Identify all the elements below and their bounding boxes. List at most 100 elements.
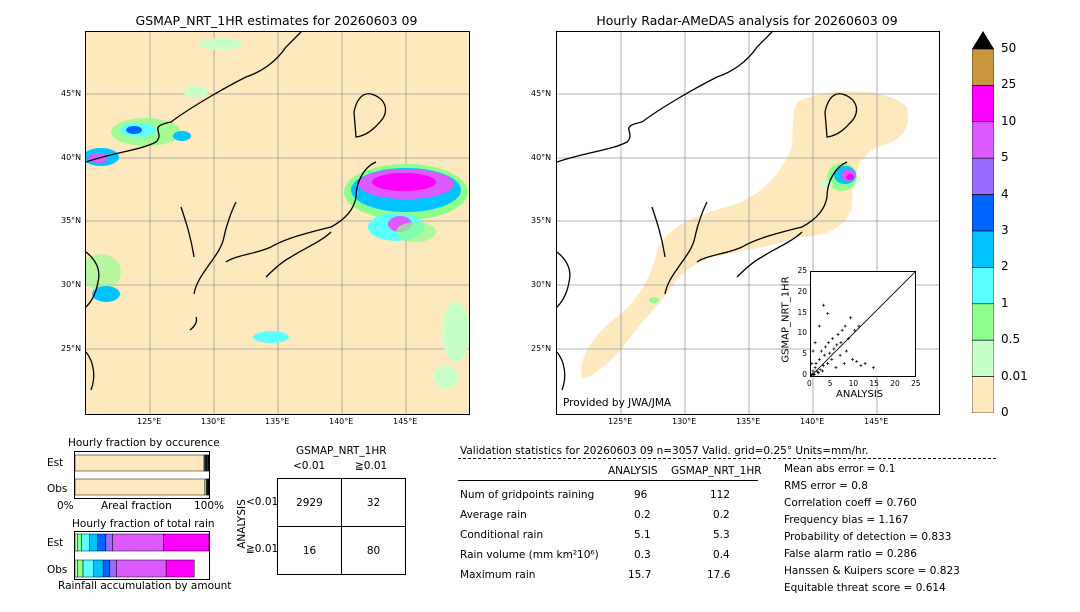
ct-cell-10: 16 (277, 526, 342, 575)
left-lon-125: 125°E (137, 417, 162, 426)
scatter-xlabel: ANALYSIS (836, 389, 884, 400)
colorbar-label: 50 (1001, 41, 1017, 55)
scatter-point (871, 366, 875, 370)
colorbar-swatch (971, 339, 995, 377)
scatter-point (819, 349, 823, 353)
scatter-point (834, 366, 838, 370)
colorbar-swatch (971, 85, 995, 123)
stack-segment (77, 533, 82, 552)
scatter-point (842, 362, 846, 366)
rain-title: Hourly fraction of total rain (72, 518, 215, 530)
scatter-ytick: 25 (797, 266, 807, 275)
occ-x-mid: Areal fraction (101, 500, 172, 512)
right-lat-35: 35°N (531, 216, 552, 225)
scatter-point (821, 303, 825, 307)
occ-row-obs: Obs (47, 483, 68, 495)
stack-segment (74, 533, 78, 552)
col-gsmap: GSMAP_NRT_1HR (671, 465, 762, 477)
stack-segment (93, 559, 104, 578)
scatter-point (830, 357, 834, 361)
colorbar-label: 4 (1001, 186, 1009, 201)
stack-segment (116, 559, 167, 578)
colorbar-label: 5 (1001, 150, 1009, 165)
score-7: Equitable threat score = 0.614 (784, 582, 946, 594)
left-lon-135: 135°E (265, 417, 290, 426)
ct-row-1: <0.01 (246, 496, 279, 508)
row-a-3: 0.3 (634, 549, 651, 561)
colorbar-swatch (971, 121, 995, 159)
colorbar-swatch (971, 230, 995, 268)
left-lat-35: 35°N (61, 216, 82, 225)
scatter-xtick: 15 (869, 379, 879, 388)
row-a-1: 0.2 (634, 509, 651, 521)
colorbar-label: 0 (1001, 405, 1009, 419)
scatter-point (832, 347, 836, 351)
rain-chart (74, 531, 210, 580)
scatter-point (859, 364, 863, 368)
scatter-point (836, 332, 840, 336)
contingency-table: 2929 32 16 80 (277, 478, 406, 575)
validation-header: Validation statistics for 20260603 09 n=… (460, 445, 869, 457)
rain-field-left (86, 38, 469, 389)
rain-svg (74, 533, 210, 578)
stack-segment (165, 559, 195, 578)
left-lon-145: 145°E (393, 417, 418, 426)
col-analysis: ANALYSIS (608, 465, 658, 477)
scatter-point (811, 349, 815, 353)
colorbar-label: 0.5 (1001, 332, 1021, 347)
row-label-1: Average rain (460, 509, 527, 521)
stack-segment (109, 559, 117, 578)
colorbar-swatch (971, 194, 995, 232)
scatter-xtick: 25 (911, 379, 921, 388)
colorbar-arrow-icon (972, 31, 994, 49)
radar-coverage (581, 91, 909, 378)
occ-chart (74, 451, 210, 499)
left-lat-30: 30°N (61, 280, 82, 289)
score-5: False alarm ratio = 0.286 (784, 548, 917, 560)
scatter-point (826, 362, 830, 366)
scatter-point (826, 341, 830, 345)
scatter-xtick: 0 (807, 379, 812, 388)
scatter-point (822, 353, 826, 357)
rain-row-obs: Obs (47, 564, 68, 576)
right-lon-135: 135°E (736, 417, 761, 426)
occ-svg (74, 454, 210, 496)
row-g-3: 0.4 (713, 549, 730, 561)
right-lon-125: 125°E (608, 417, 633, 426)
ct-row-2: ≧0.01 (246, 543, 279, 555)
scatter-point (835, 343, 839, 347)
row-label-3: Rain volume (mm km²10⁶) (460, 549, 599, 561)
scatter-point (814, 362, 818, 366)
score-6: Hanssen & Kuipers score = 0.823 (784, 565, 960, 577)
coastline-left (86, 32, 387, 391)
row-g-2: 5.3 (713, 529, 730, 541)
colorbar-label: 3 (1001, 223, 1009, 237)
score-2: Correlation coeff = 0.760 (784, 497, 917, 509)
scatter-point (816, 371, 820, 375)
colorbar-label: 0.01 (1001, 368, 1028, 383)
occ-row-est: Est (47, 457, 64, 469)
ct-cell-11: 80 (341, 526, 406, 575)
scatter-point (813, 366, 817, 370)
scatter-ytick: 15 (797, 307, 807, 317)
occ-x-left: 0% (57, 500, 74, 512)
scatter-point (818, 368, 822, 372)
right-lon-145: 145°E (864, 417, 889, 426)
stack-segment (74, 478, 206, 496)
scatter-point (843, 324, 847, 328)
score-3: Frequency bias = 1.167 (784, 514, 909, 526)
row-a-0: 96 (634, 489, 648, 501)
scatter-point (824, 345, 828, 349)
scatter-point (821, 369, 825, 373)
scatter-point (821, 364, 825, 368)
coastline-right (557, 32, 858, 391)
row-g-4: 17.6 (707, 569, 731, 581)
left-lon-130: 130°E (201, 417, 226, 426)
right-lon-130: 130°E (672, 417, 697, 426)
right-lat-45: 45°N (531, 89, 552, 98)
scatter-point (838, 353, 842, 357)
ct-cell-00: 2929 (277, 478, 342, 527)
right-lat-25: 25°N (531, 344, 552, 353)
left-map[interactable] (85, 31, 470, 415)
table-divider (458, 480, 758, 481)
